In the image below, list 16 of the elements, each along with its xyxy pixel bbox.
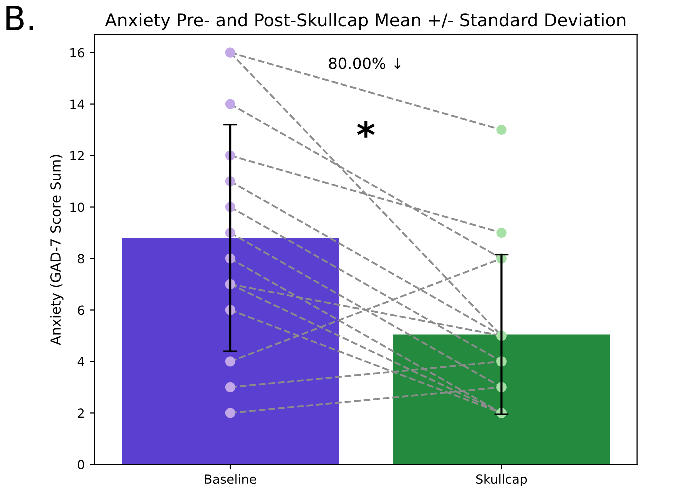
y-tick-label: 0 (78, 460, 84, 470)
annotation: * (357, 121, 375, 138)
y-axis-title: Anxiety (GAD-7 Score Sum) (50, 155, 64, 346)
text: B. (6, 6, 34, 30)
y-tick-label: 16 (70, 48, 84, 58)
annotation: 80.00% ↓ (329, 58, 401, 70)
y-tick-label: 6 (78, 306, 84, 316)
y-tick-label: 14 (70, 100, 84, 110)
x-tick-label: Baseline (205, 474, 256, 484)
y-tick-label: 10 (70, 202, 84, 212)
y-tick-label: 12 (70, 151, 84, 161)
y-tick-label: 8 (78, 254, 84, 264)
y-tick-label: 4 (78, 357, 84, 366)
y-tick-label: 2 (78, 408, 84, 418)
x-tick-label: Skullcap (476, 474, 528, 487)
chart-title: Anxiety Pre- and Post-Skullcap Mean +/- Standard Deviation (105, 13, 626, 30)
